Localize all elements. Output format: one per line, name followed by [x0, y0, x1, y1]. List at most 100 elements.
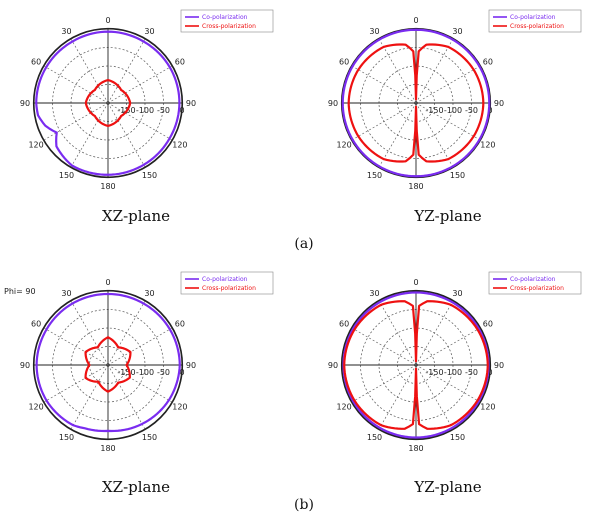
legend: Co-polarization Cross-polarization [180, 9, 274, 33]
grid-spoke [107, 364, 146, 430]
grid-spoke [107, 38, 146, 104]
angle-tick-label: 60 [339, 320, 349, 329]
angle-tick-label: 60 [483, 58, 493, 67]
outer-ring [340, 289, 492, 441]
grid-spoke [378, 102, 417, 168]
angle-tick-label: 30 [369, 27, 379, 36]
angle-tick-label: 60 [175, 58, 185, 67]
angle-tick-label: 60 [31, 58, 41, 67]
grid-spoke [351, 102, 417, 141]
angle-tick-label: 180 [408, 182, 423, 191]
angle-tick-label: 150 [59, 171, 74, 180]
angle-tick-label: 180 [100, 444, 115, 453]
outer-ring [32, 289, 184, 441]
grid-spoke [351, 327, 417, 366]
radial-tick-label: 0 [487, 106, 492, 115]
angle-tick-label: 120 [480, 403, 495, 412]
radial-tick-label: -150 [425, 368, 443, 377]
radial-tick-label: -100 [136, 368, 154, 377]
grid-spoke [351, 364, 417, 403]
series-cross-curve [84, 78, 132, 128]
polar-plot-a-yz: 0 30 60 90 120 150 180 150 120 90 60 30 -150 -100 -50 0… [326, 2, 608, 232]
grid-spoke [415, 364, 481, 403]
legend-box [488, 271, 582, 295]
angle-tick-label: 120 [28, 141, 43, 150]
angle-tick-label: 30 [452, 289, 462, 298]
grid-spoke [351, 65, 417, 104]
angle-tick-label: 150 [450, 171, 465, 180]
angle-tick-label: 120 [336, 403, 351, 412]
angle-tick-label: 150 [367, 171, 382, 180]
legend: Co-polarization Cross-polarization [488, 9, 582, 33]
angle-tick-label: 150 [59, 433, 74, 442]
angle-tick-label: 180 [408, 444, 423, 453]
grid-spoke [378, 38, 417, 104]
series-co-curve [342, 291, 490, 439]
outer-ring [340, 27, 492, 179]
grid-spoke [415, 65, 481, 104]
angle-tick-label: 30 [144, 289, 154, 298]
grid-spoke [70, 38, 109, 104]
polar-plot-a-xz: 0 30 60 90 120 150 180 150 120 90 60 30 -150 -100 -50 0… [18, 2, 318, 232]
series-co-curve [35, 292, 181, 433]
legend-label-cross: Cross-polarization [202, 23, 256, 30]
series-cross-curve [84, 336, 132, 393]
grid-spoke [107, 327, 173, 366]
angle-tick-label: 120 [28, 403, 43, 412]
angle-tick-label: 120 [172, 141, 187, 150]
radial-tick-label: -50 [465, 368, 478, 377]
grid-spoke [415, 300, 454, 366]
legend-label-co: Co-polarization [510, 276, 556, 283]
grid-spoke [70, 300, 109, 366]
angle-tick-label: 60 [31, 320, 41, 329]
grid-spoke [43, 102, 109, 141]
grid-spoke [107, 102, 173, 141]
radial-tick-label: -150 [425, 106, 443, 115]
outer-ring [32, 27, 184, 179]
grid-spoke [107, 364, 173, 403]
angle-tick-label: 60 [483, 320, 493, 329]
radial-tick-label: -100 [136, 106, 154, 115]
grid-spoke [415, 327, 481, 366]
polar-plot-b-xz: 0 30 60 90 120 150 180 150 120 90 60 30 -150 -100 -50 0… [4, 264, 318, 494]
angle-tick-label: 150 [142, 433, 157, 442]
grid-spoke [107, 65, 173, 104]
angle-tick-label: 0 [105, 16, 110, 25]
grid-spoke [415, 102, 454, 168]
angle-tick-label: 180 [100, 182, 115, 191]
angle-tick-label: 90 [186, 99, 196, 108]
legend: Co-polarization Cross-polarization [488, 271, 582, 295]
angle-tick-label: 90 [20, 361, 30, 370]
radial-tick-label: -50 [157, 368, 170, 377]
angle-tick-label: 90 [328, 99, 338, 108]
angle-tick-label: 60 [175, 320, 185, 329]
radial-tick-label: -100 [444, 368, 462, 377]
angle-tick-label: 120 [172, 403, 187, 412]
angle-tick-label: 0 [413, 278, 418, 287]
angle-tick-label: 30 [61, 289, 71, 298]
grid-spoke [107, 300, 146, 366]
grid-spoke [43, 65, 109, 104]
radial-tick-label: 0 [487, 368, 492, 377]
caption-b-xz: XZ-plane [101, 478, 171, 496]
angle-tick-label: 90 [186, 361, 196, 370]
legend-box [180, 9, 274, 33]
legend-label-co: Co-polarization [510, 14, 556, 21]
angle-tick-label: 30 [452, 27, 462, 36]
angle-tick-label: 30 [369, 289, 379, 298]
grid-spoke [43, 327, 109, 366]
radial-tick-label: -50 [465, 106, 478, 115]
grid-spoke [378, 300, 417, 366]
radial-tick-label: -150 [117, 368, 135, 377]
radial-tick-label: -50 [157, 106, 170, 115]
caption-a-yz: YZ-plane [414, 207, 482, 225]
angle-tick-label: 120 [480, 141, 495, 150]
caption-b-yz: YZ-plane [414, 478, 482, 496]
phi-note: Phi= 90 [4, 287, 36, 296]
grid-spoke [70, 102, 109, 168]
grid-spoke [107, 102, 146, 168]
subfigure-label-a: (a) [294, 236, 314, 252]
